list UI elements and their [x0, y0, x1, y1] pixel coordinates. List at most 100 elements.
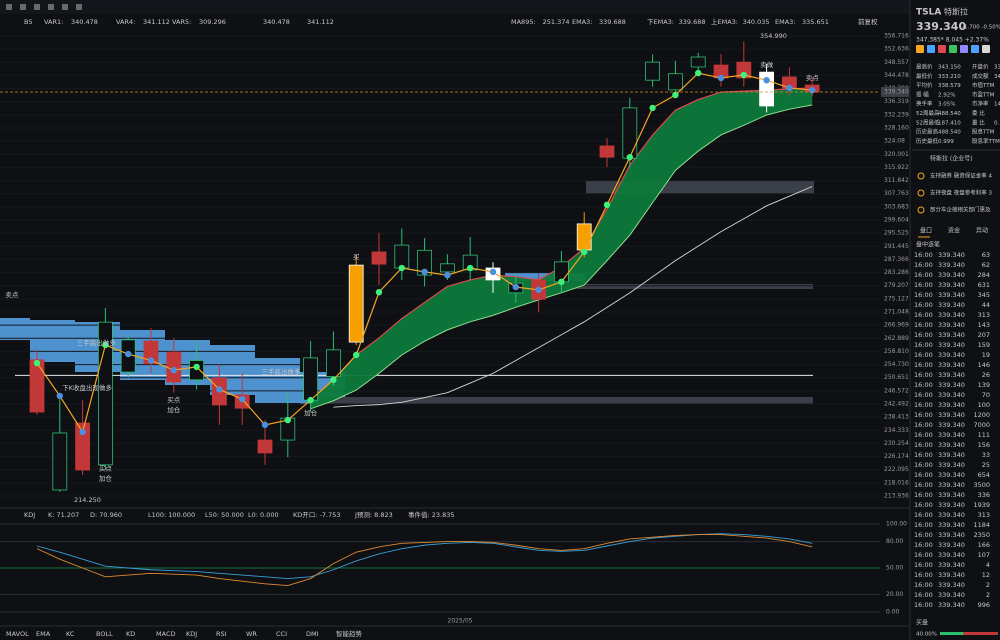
signal-dot [740, 71, 747, 79]
kdj-d-line [36, 534, 813, 587]
y-tick-label: 307.763 [884, 190, 909, 197]
icon[interactable] [62, 4, 68, 10]
trade-time: 16:00 [914, 411, 933, 419]
kdj-value: J预测: 8.823 [354, 510, 393, 519]
note[interactable]: 支持融券 融资保证金率 4 [930, 172, 992, 180]
y-tick-label: 328.160 [884, 125, 909, 132]
trade-volume: 996 [978, 601, 990, 609]
trade-time: 16:00 [914, 601, 933, 609]
trade-volume: 33 [982, 451, 990, 459]
trade-price: 339.340 [938, 521, 965, 529]
trade-volume: 4 [986, 561, 990, 569]
change: -1.700 -0.50% [962, 25, 1000, 31]
note[interactable]: 部分车企接相关部门惠及 [930, 206, 991, 214]
bar [320, 397, 813, 404]
badge[interactable] [927, 45, 935, 53]
icon[interactable] [48, 4, 54, 10]
candle-body [668, 73, 683, 91]
y-tick-label: 352.636 [884, 46, 909, 53]
icon[interactable] [34, 4, 40, 10]
indicator-tab[interactable]: DMI [306, 630, 319, 638]
indicator-label: EMA3: [775, 18, 796, 26]
indicator-value: 340.478 [263, 18, 290, 26]
indicator-tab[interactable]: KD [126, 630, 135, 638]
candle-body [325, 349, 341, 377]
icon[interactable] [76, 4, 82, 10]
signal-dot [284, 416, 291, 424]
signal-dot [147, 357, 155, 364]
toolbar-icons [6, 4, 82, 10]
signal-dot [33, 359, 41, 367]
trade-time: 16:00 [914, 391, 933, 399]
trade-time: 16:00 [914, 341, 933, 349]
trade-volume: 159 [978, 341, 990, 349]
signal-dot [512, 283, 519, 291]
trade-price: 339.340 [938, 551, 965, 559]
indicator-tab[interactable]: KC [66, 630, 75, 638]
kdj-value: 事件值: 23.835 [408, 510, 455, 519]
trade-volume: 2 [986, 591, 990, 599]
panel-tab[interactable]: 资金 [948, 227, 960, 235]
trade-volume: 2350 [973, 531, 990, 539]
trade-volume: 1184 [973, 521, 990, 529]
trade-time: 16:00 [914, 361, 933, 369]
signal-dot [216, 386, 223, 393]
trade-price: 339.340 [938, 441, 965, 449]
trade-time: 16:00 [914, 571, 933, 579]
badge[interactable] [938, 45, 946, 53]
adjust-toggle[interactable]: 前复权 [858, 17, 878, 26]
badge[interactable] [960, 45, 968, 53]
indicator-tab[interactable]: BOLL [96, 630, 113, 638]
note[interactable]: 支持夜盘 夜盘参考利率 3 [930, 189, 992, 197]
trade-time: 16:00 [914, 301, 933, 309]
signal-dot [375, 288, 383, 296]
stat-value: 333.210 [938, 74, 961, 80]
trade-price: 339.340 [938, 601, 965, 609]
badge[interactable] [916, 45, 924, 53]
note-icon [917, 172, 925, 180]
kdj-plot: KDJ K: 71.207 D: 70.960 L100: 100.000 L50: 5… [0, 510, 907, 625]
signal-dot [193, 363, 200, 371]
panel-tab[interactable]: 盘口 [920, 227, 932, 235]
company[interactable]: 特斯拉 (企业号) [930, 155, 973, 163]
kdj-value: KD开口: -7.753 [293, 511, 340, 519]
icon[interactable] [20, 4, 26, 10]
trade-price: 339.340 [938, 401, 965, 409]
trade-volume: 336 [978, 491, 990, 499]
y-tick-label: 332.239 [884, 111, 909, 118]
indicator-tab[interactable]: WR [246, 630, 257, 638]
trade-price: 339.340 [938, 571, 965, 579]
indicator-tab[interactable]: 智能趋势 [336, 629, 363, 638]
badge[interactable] [971, 45, 979, 53]
stat-value: 14 [994, 102, 1000, 108]
indicator-tab[interactable]: RSI [216, 630, 227, 638]
indicator-tab[interactable]: MAVOL [6, 630, 29, 638]
panel-tab[interactable]: 异动 [976, 228, 988, 235]
icon[interactable] [6, 4, 12, 10]
trade-volume: 62 [982, 261, 990, 269]
indicator-tab[interactable]: CCI [276, 630, 287, 638]
indicator-tab[interactable]: MACD [156, 630, 175, 638]
candle-body [371, 251, 387, 265]
candle-body [29, 359, 45, 413]
trade-volume: 1939 [973, 501, 990, 509]
trade-price: 339.340 [938, 301, 965, 309]
zone [0, 318, 30, 340]
signal-dot [125, 350, 132, 358]
y-tick-label: 348.557 [884, 59, 909, 66]
signal-dot [603, 201, 611, 209]
toolbar [0, 0, 910, 14]
signal-dot [421, 268, 428, 276]
signal-dot [56, 392, 63, 400]
signal-dot [626, 153, 633, 161]
y-tick-label: 324.08 [884, 138, 905, 145]
badge[interactable] [982, 45, 990, 53]
stat-label: 市净率 [972, 100, 989, 108]
indicator-tab[interactable]: EMA [36, 630, 51, 638]
y-tick-label: 262.889 [884, 335, 909, 342]
indicator-tab[interactable]: KDJ [186, 630, 197, 638]
signal-dot [444, 271, 451, 279]
badge[interactable] [949, 45, 957, 53]
indicator-value: 339.688 [679, 18, 706, 26]
